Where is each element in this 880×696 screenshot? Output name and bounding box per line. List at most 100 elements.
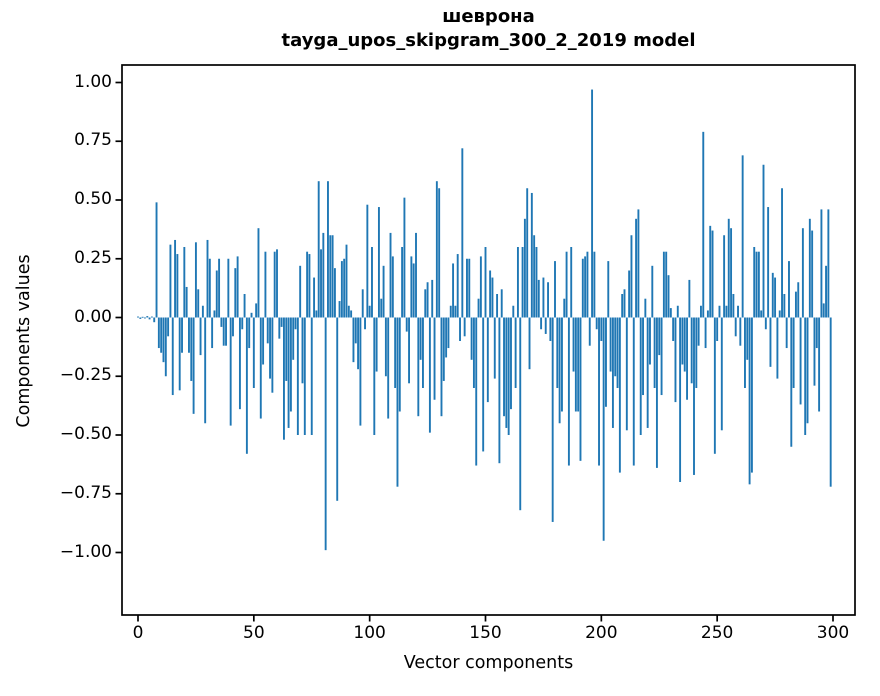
bar (584, 256, 587, 318)
bar (549, 317, 552, 341)
bar (794, 291, 797, 318)
bar (792, 317, 795, 388)
bar (591, 89, 594, 318)
bar (317, 181, 320, 318)
bar (171, 317, 174, 396)
bar (542, 277, 545, 318)
bar (764, 317, 767, 330)
bar (790, 317, 793, 447)
bar (822, 303, 825, 318)
bar (526, 188, 529, 318)
bar (477, 298, 480, 318)
bar (310, 317, 313, 435)
bar (757, 251, 760, 318)
bar (144, 317, 146, 319)
bar (713, 317, 716, 454)
bar (245, 317, 248, 454)
bar (801, 228, 804, 318)
bar (225, 317, 227, 346)
bar (744, 317, 746, 388)
bar (723, 235, 726, 318)
bar (618, 317, 621, 473)
bar (676, 305, 679, 318)
bar (519, 317, 522, 511)
bar (649, 317, 651, 365)
bar (561, 317, 563, 412)
bar (537, 279, 540, 318)
x-tick-label: 250 (700, 623, 734, 643)
bar (806, 317, 809, 424)
bar (496, 294, 499, 318)
bar (422, 317, 424, 388)
bar (417, 317, 420, 417)
bar (194, 242, 197, 318)
x-tick-label: 200 (585, 623, 618, 643)
bar (248, 317, 251, 349)
bar (306, 251, 309, 318)
bar (285, 317, 288, 381)
bar (704, 317, 707, 349)
bar (718, 305, 721, 318)
bar (593, 251, 596, 318)
bar (611, 317, 614, 428)
bar (164, 317, 167, 377)
bar (222, 317, 225, 346)
bar (213, 310, 216, 318)
bar (167, 317, 170, 337)
bar (655, 317, 658, 468)
bar (255, 303, 258, 318)
bar (153, 317, 156, 323)
bar (391, 256, 394, 318)
bar (313, 277, 316, 318)
bar (456, 254, 459, 318)
bar (238, 317, 241, 410)
bar (410, 256, 413, 318)
bar (236, 256, 239, 318)
bar (732, 294, 735, 318)
bar (449, 305, 452, 318)
bar (401, 247, 404, 318)
bar (505, 317, 508, 428)
bar (609, 317, 612, 372)
bar (625, 317, 628, 431)
bar (324, 317, 327, 551)
x-axis-label: Vector components (403, 653, 574, 673)
bar (516, 247, 519, 318)
bar (262, 317, 265, 365)
bar (621, 294, 624, 318)
bar (183, 247, 186, 318)
bar (628, 270, 631, 318)
bar (357, 317, 360, 370)
bar (799, 317, 802, 405)
bar (778, 310, 781, 318)
bar (727, 218, 730, 318)
bar (482, 317, 485, 452)
bar (493, 317, 496, 379)
bar (424, 289, 427, 318)
bar (315, 310, 318, 318)
bar (783, 294, 786, 318)
bar (741, 155, 744, 318)
bar (510, 317, 512, 410)
bar (398, 317, 401, 412)
bars-group (137, 89, 832, 551)
bar (415, 232, 417, 318)
bar (301, 317, 304, 384)
bar (818, 317, 821, 412)
bar (250, 312, 253, 318)
bar (352, 317, 355, 363)
bar (669, 308, 672, 318)
y-tick-label: 0.50 (74, 189, 112, 210)
bar (394, 317, 397, 388)
bar (174, 239, 177, 318)
y-tick-label: 0.00 (74, 306, 112, 327)
bar (375, 317, 378, 372)
x-tick-label: 0 (132, 623, 144, 643)
bar (681, 317, 684, 365)
bar (630, 235, 633, 318)
bar (215, 270, 218, 318)
bar (785, 317, 788, 349)
bar (556, 317, 559, 388)
bar (725, 305, 728, 318)
bar (329, 235, 332, 318)
